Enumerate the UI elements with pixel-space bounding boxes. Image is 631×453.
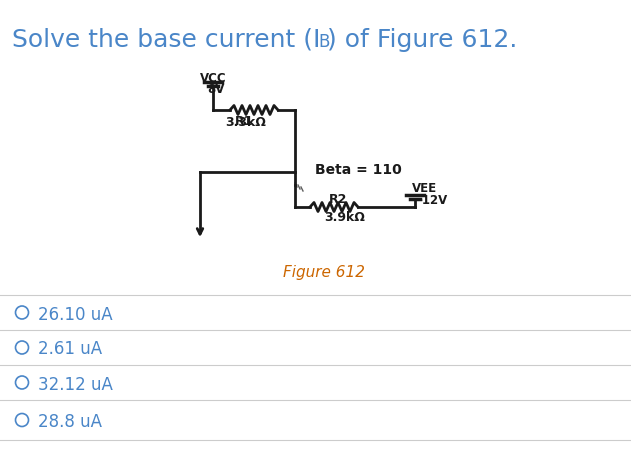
Text: Solve the base current (I: Solve the base current (I (12, 28, 321, 52)
Text: Beta = 110: Beta = 110 (315, 163, 402, 177)
Text: VCC: VCC (200, 72, 227, 85)
Text: 3.3kΩ: 3.3kΩ (225, 116, 266, 129)
Text: 32.12 uA: 32.12 uA (38, 376, 113, 394)
Text: Figure 612: Figure 612 (283, 265, 365, 280)
Text: VEE: VEE (412, 182, 437, 195)
Text: 28.8 uA: 28.8 uA (38, 413, 102, 431)
Text: B: B (318, 33, 329, 51)
Text: 8V: 8V (207, 83, 225, 96)
Text: 3.9kΩ: 3.9kΩ (324, 211, 365, 224)
Text: ) of Figure 612.: ) of Figure 612. (327, 28, 517, 52)
Text: 2.61 uA: 2.61 uA (38, 341, 102, 358)
Text: -12V: -12V (417, 194, 447, 207)
Text: 26.10 uA: 26.10 uA (38, 305, 112, 323)
Text: R2: R2 (329, 193, 348, 206)
Text: R1: R1 (235, 115, 254, 128)
